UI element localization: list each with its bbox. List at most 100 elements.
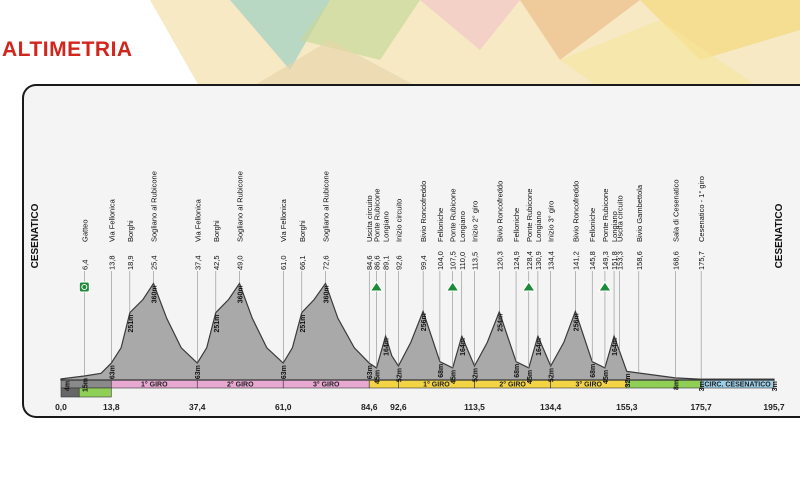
waypoint-km: 134,4 — [547, 251, 556, 270]
altimetry-profile-chart: 1° GIRO 2° GIRO 3° GIRO 1° GIRO 2° GIRO 3° GI… — [30, 171, 785, 412]
waypoint-km: 49,0 — [236, 255, 245, 270]
waypoint-km: 149,3 — [601, 251, 610, 270]
altitude-label: 251m — [128, 315, 135, 333]
feed-zone-icon — [521, 281, 536, 292]
waypoint-km: 113,5 — [471, 252, 480, 270]
km-tick-label: 37,4 — [189, 402, 206, 412]
waypoint-km: 168,6 — [671, 251, 680, 270]
elevation-profile — [60, 282, 775, 381]
waypoint-name: Sogliano al Rubicone — [150, 171, 159, 242]
waypoint-name: Uscita circuito — [616, 195, 625, 242]
waypoint-name: Longiano — [382, 211, 391, 242]
waypoint-km: 120,3 — [495, 251, 504, 270]
altitude-label: 256m — [573, 313, 580, 331]
waypoint-km: 110,0 — [458, 252, 467, 270]
segment-label: 3° GIRO — [575, 381, 602, 389]
altitude-label: 52m — [396, 368, 403, 382]
altitude-label: 256m — [421, 313, 428, 331]
waypoint-name: Longiano — [610, 211, 619, 242]
altitude-label: 45m — [603, 370, 610, 384]
altitude-label: 8m — [673, 380, 680, 390]
altitude-label: 45m — [451, 370, 458, 384]
feed-zone-icon — [445, 281, 460, 292]
waypoint-name: Bivio Gambettola — [635, 184, 644, 242]
waypoint-name: Borghi — [126, 220, 135, 242]
waypoint-km: 141,2 — [571, 251, 580, 270]
waypoint-name: Via Fellonica — [107, 198, 116, 242]
waypoint-km: 124,9 — [512, 251, 521, 270]
waypoint-km: 153,3 — [616, 251, 625, 270]
end-town-label: CESENATICO — [774, 203, 785, 268]
segment-label: 1° GIRO — [141, 381, 168, 389]
waypoint-name: Sogliano al Rubicone — [322, 171, 331, 242]
altitude-label: 68m — [438, 364, 445, 378]
waypoint-km: 25,4 — [150, 255, 159, 270]
altimetry-panel: 1° GIRO 2° GIRO 3° GIRO 1° GIRO 2° GIRO 3° GI… — [22, 84, 800, 418]
km-tick-label: 84,6 — [361, 402, 378, 412]
altitude-label: 45m — [375, 370, 382, 384]
segment-label: 3° GIRO — [313, 381, 340, 389]
altitude-label: 164m — [460, 338, 467, 356]
segment-band-lower — [78, 387, 112, 398]
waypoint-name: Ponte Rubicone — [373, 189, 382, 242]
waypoint-name: Gatteo — [80, 219, 89, 242]
waypoint-km: 104,0 — [436, 251, 445, 270]
page-title: ALTIMETRIA — [2, 38, 133, 61]
km-tick-label: 134,4 — [540, 402, 562, 412]
altitude-label: 164m — [536, 338, 543, 356]
waypoint-km: 6,4 — [80, 260, 89, 270]
waypoint-km: 151,8 — [610, 251, 619, 270]
waypoint-name: Felloniche — [512, 208, 521, 242]
waypoint-km: 86,6 — [373, 255, 382, 270]
altitude-label: 360m — [324, 285, 331, 303]
km-tick-label: 0,0 — [55, 402, 67, 412]
km-tick-label: 113,5 — [464, 402, 485, 412]
waypoint-name: Bivio Roncofreddo — [495, 181, 504, 242]
waypoint-name: Felloniche — [436, 208, 445, 242]
altitude-label: 251m — [214, 315, 221, 333]
altitude-label: 32m — [625, 373, 632, 387]
waypoint-km: 92,6 — [394, 255, 403, 270]
waypoint-name: Uscita circuito — [365, 195, 374, 242]
altitude-label: 254m — [497, 314, 504, 332]
km-tick-label: 92,6 — [390, 402, 407, 412]
altitude-label: 15m — [82, 378, 89, 392]
altitude-label: 4m — [64, 381, 71, 391]
waypoint-km: 99,4 — [419, 255, 428, 270]
waypoint-name: Via Fellonica — [193, 198, 202, 242]
feed-zone-icon — [598, 281, 612, 292]
km-tick-label: 175,7 — [690, 402, 712, 412]
waypoint-name: Inizio circuito — [394, 199, 403, 242]
altitude-label: 52m — [473, 368, 480, 382]
waypoint-km: 61,0 — [279, 255, 288, 270]
waypoint-name: Felloniche — [588, 208, 597, 242]
altitude-label: 3m — [772, 381, 779, 391]
altitude-label: 63m — [109, 365, 116, 379]
altitude-label: 63m — [367, 365, 374, 379]
segment-label: 1° GIRO — [423, 381, 450, 389]
feed-zone-icon — [369, 281, 384, 292]
waypoint-km: 37,4 — [193, 255, 202, 270]
waypoint-name: Borghi — [298, 220, 307, 242]
waypoint-km: 175,7 — [697, 251, 706, 270]
waypoint-km: 89,1 — [382, 255, 391, 270]
waypoint-km: 128,4 — [525, 251, 534, 270]
waypoint-name: Inizio 2° giro — [471, 201, 480, 242]
waypoint-name: Ponte Rubicone — [525, 189, 534, 242]
start-town-label: CESENATICO — [30, 203, 41, 268]
segment-label: 2° GIRO — [499, 381, 526, 389]
waypoint-name: Sala di Cesenatico — [671, 179, 680, 242]
altitude-label: 68m — [514, 364, 521, 378]
altitude-label: 360m — [238, 285, 245, 303]
altitude-label: 360m — [152, 285, 159, 303]
waypoint-km: 130,9 — [534, 251, 543, 270]
waypoint-name: Ponte Rubicone — [601, 189, 610, 242]
waypoint-name: Borghi — [212, 220, 221, 242]
waypoint-km: 107,5 — [449, 251, 458, 270]
km-tick-label: 155,3 — [616, 402, 638, 412]
km-tick-label: 61,0 — [275, 402, 292, 412]
altitude-label: 45m — [527, 370, 534, 384]
waypoint-km: 145,8 — [588, 251, 597, 270]
waypoint-km: 72,6 — [322, 255, 331, 270]
waypoint-km: 42,5 — [212, 255, 221, 270]
